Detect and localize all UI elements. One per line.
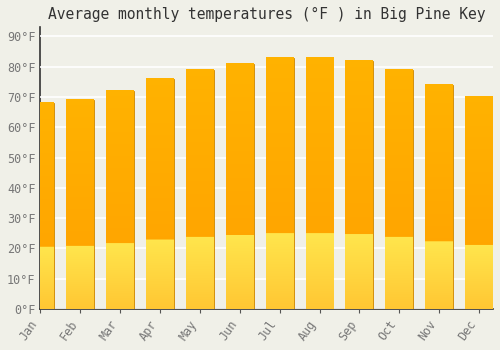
Title: Average monthly temperatures (°F ) in Big Pine Key: Average monthly temperatures (°F ) in Bi…	[48, 7, 486, 22]
Bar	[346, 61, 374, 309]
Bar	[146, 79, 174, 309]
Bar	[386, 70, 413, 309]
Bar	[465, 97, 493, 309]
Bar	[266, 58, 293, 309]
Bar	[425, 85, 453, 309]
Bar	[306, 58, 334, 309]
Bar	[226, 64, 254, 309]
Bar	[186, 70, 214, 309]
Bar	[26, 103, 54, 309]
Bar	[106, 91, 134, 309]
Bar	[66, 100, 94, 309]
